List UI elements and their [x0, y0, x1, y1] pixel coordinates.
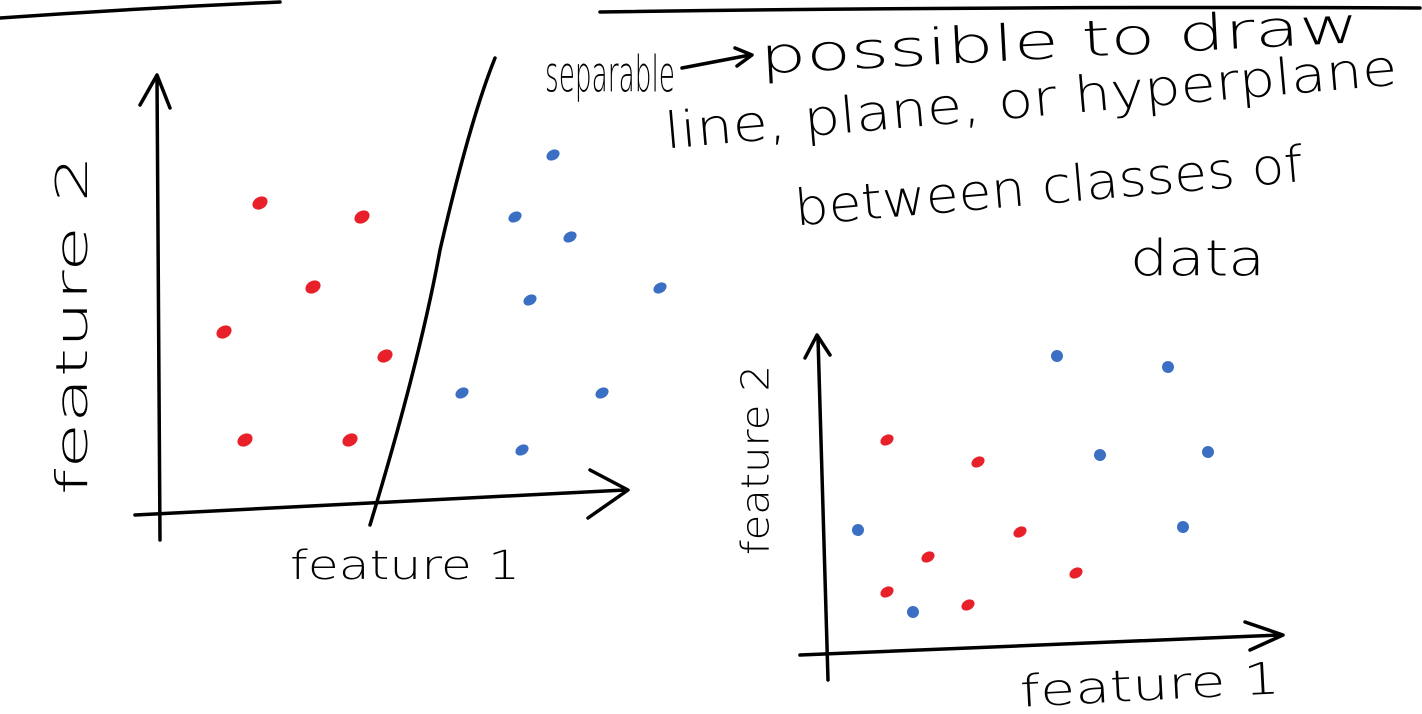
term: separable [545, 46, 675, 104]
blue-point [453, 385, 470, 401]
red-point [340, 431, 360, 449]
blue-point [1092, 447, 1108, 463]
x-axis-label: feature 1 [1019, 653, 1281, 714]
plot-left: feature 1 feature 2 [47, 58, 669, 589]
note-line: between classes of [792, 135, 1306, 237]
x-axis [135, 470, 628, 518]
y-axis [140, 75, 170, 540]
blue-point [506, 209, 523, 225]
red-point [1067, 565, 1084, 581]
note-line: data [1130, 230, 1265, 288]
frame-stroke [0, 2, 280, 18]
arrow [682, 48, 752, 68]
red-point [919, 549, 936, 565]
red-point [1011, 524, 1028, 540]
red-point [878, 584, 895, 600]
red-point [214, 323, 234, 341]
blue-point [1175, 519, 1191, 535]
y-axis [805, 335, 830, 680]
blue-point [521, 292, 538, 308]
red-point [352, 208, 372, 226]
separator [370, 58, 495, 525]
red-point [375, 347, 395, 365]
blue-point [1200, 444, 1216, 460]
blue-point [593, 385, 610, 401]
red-point [303, 278, 323, 296]
whiteboard: separable possible to draw line, plane, … [0, 0, 1422, 714]
red-point [250, 194, 270, 212]
blue-point [513, 442, 530, 458]
x-axis-label: feature 1 [290, 543, 520, 589]
blue-point [1049, 348, 1065, 364]
blue-point [561, 229, 578, 245]
blue-point [905, 604, 921, 620]
plot-right: feature 1 feature 2 [734, 335, 1284, 714]
red-point [959, 597, 976, 613]
y-axis-label: feature 2 [47, 155, 98, 495]
blue-point [850, 522, 866, 538]
y-axis-label: feature 2 [734, 365, 778, 555]
blue-point [1160, 359, 1176, 375]
blue-point [651, 280, 668, 296]
points [850, 348, 1216, 620]
red-point [235, 431, 255, 449]
blue-point [544, 147, 561, 163]
red-point [878, 432, 895, 448]
points [214, 147, 668, 458]
red-point [969, 454, 986, 470]
x-axis [800, 622, 1283, 655]
